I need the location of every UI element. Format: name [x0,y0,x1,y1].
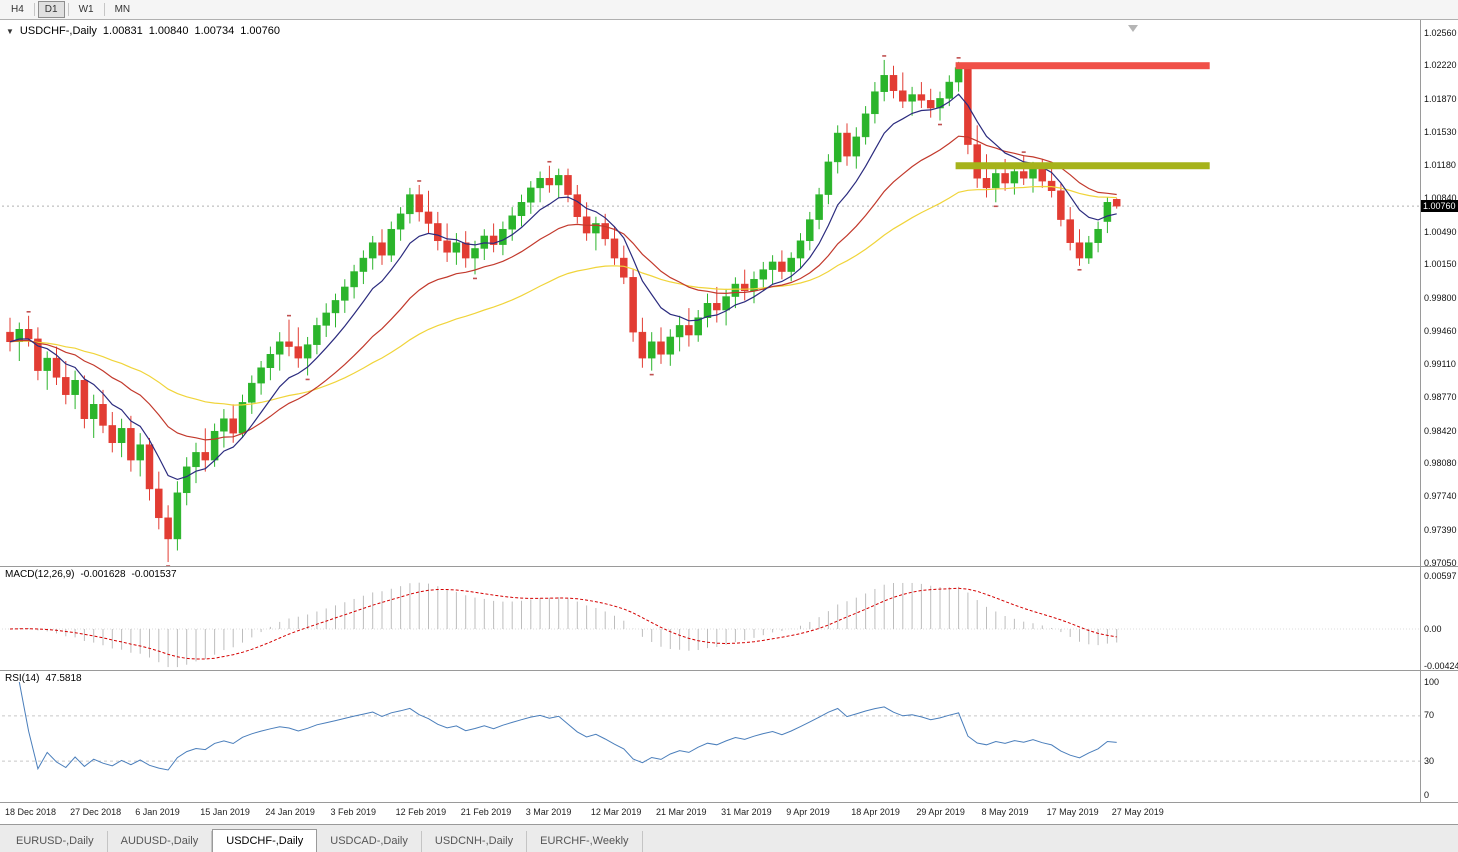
macd-value-main: -0.001628 [80,569,126,580]
date-label: 29 Apr 2019 [916,807,965,817]
date-label: 12 Mar 2019 [590,807,642,817]
date-label: 8 May 2019 [981,807,1029,817]
date-label: 18 Apr 2019 [851,807,900,817]
resistance-line[interactable] [955,62,1210,70]
rsi-scale-label: 0 [1424,789,1430,800]
scale-separator [1420,20,1421,802]
date-label: 3 Mar 2019 [525,807,572,817]
price-scale-label: 0.97050 [1424,557,1457,568]
macd-histogram [18,582,1118,668]
rsi-value: 47.5818 [45,673,82,684]
tab-usdchf[interactable]: USDCHF-,Daily [212,829,318,852]
tab-audusd[interactable]: AUDUSD-,Daily [108,831,213,852]
toolbar-separator [33,3,35,16]
tab-eurchf[interactable]: EURCHF-,Weekly [527,831,643,852]
chart-symbol-label: USDCHF-,Daily [19,25,97,37]
timeframe-toolbar: H4 D1 W1 MN [0,0,1458,20]
rsi-scale-label: 70 [1424,710,1435,721]
date-label: 21 Feb 2019 [460,807,512,817]
moving-average-20 [9,135,1117,441]
macd-header: MACD(12,26,9) -0.001628 -0.001537 [5,569,183,580]
rsi-scale-label: 100 [1424,676,1440,687]
date-label: 27 May 2019 [1111,807,1164,817]
price-scale-label: 1.01180 [1424,160,1456,171]
date-label: 9 Apr 2019 [786,807,830,817]
ohlc-close: 1.00760 [240,25,280,37]
rsi-label: RSI(14) [5,673,40,684]
moving-average-8 [9,93,1117,481]
panel-divider[interactable] [0,670,1458,671]
timeframe-button-w1[interactable]: W1 [78,4,94,15]
price-scale-label: 0.98080 [1424,458,1457,469]
price-scale-label: 1.01870 [1424,93,1457,104]
price-scale-label: 0.97740 [1424,491,1457,502]
chart-collapse-icon[interactable]: ▼ [6,27,14,36]
rsi-scale-label: 30 [1424,755,1435,766]
price-scale-label: 0.97390 [1424,524,1457,535]
ohlc-high: 1.00840 [148,25,189,37]
macd-signal-line [9,587,1117,660]
panel-divider[interactable] [0,802,1458,803]
price-scale-label: 1.00840 [1424,192,1457,203]
tab-usdcnh[interactable]: USDCNH-,Daily [422,831,528,852]
date-label: 3 Feb 2019 [330,807,377,817]
macd-scale-label: 0.00 [1424,623,1442,634]
panel-divider[interactable] [0,566,1458,567]
price-scale-label: 1.01530 [1424,126,1457,137]
price-scale-label: 0.98420 [1424,425,1457,436]
toolbar-separator [67,3,69,16]
rsi-header: RSI(14) 47.5818 [5,673,88,684]
macd-value-signal: -0.001537 [131,569,177,580]
date-label: 12 Feb 2019 [395,807,447,817]
rsi-line [18,681,1117,771]
date-label: 6 Jan 2019 [135,807,180,817]
macd-scale-label: -0.00424 [1424,661,1458,672]
macd-label: MACD(12,26,9) [5,569,75,580]
price-scale-label: 1.02560 [1424,27,1457,38]
timeframe-button-h4[interactable]: H4 [11,4,24,15]
current-price-tag: 1.00760 [1421,200,1458,213]
chart-tabbar: EURUSD-,Daily AUDUSD-,Daily USDCHF-,Daily U… [0,824,1458,852]
date-label: 31 Mar 2019 [721,807,772,817]
moving-average-45 [9,185,1117,406]
date-label: 27 Dec 2018 [70,807,122,817]
price-scale-label: 1.00150 [1424,259,1457,270]
timeframe-button-d1[interactable]: D1 [37,1,65,18]
price-scale-label: 0.99800 [1424,292,1457,303]
tab-usdcad[interactable]: USDCAD-,Daily [317,831,422,852]
chart-shift-marker-icon[interactable] [1128,25,1138,32]
ohlc-low: 1.00734 [194,25,235,37]
candlesticks [6,59,1121,563]
date-label: 17 May 2019 [1046,807,1099,817]
tab-eurusd[interactable]: EURUSD-,Daily [3,831,108,852]
date-label: 21 Mar 2019 [656,807,707,817]
ohlc-open: 1.00831 [102,25,143,37]
macd-scale-label: 0.00597 [1424,570,1457,581]
date-label: 15 Jan 2019 [200,807,250,817]
chart-header: ▼ USDCHF-,Daily 1.00831 1.00840 1.00734 1.007… [6,25,286,37]
date-label: 18 Dec 2018 [5,807,57,817]
price-scale-label: 0.99110 [1424,359,1456,370]
price-scale-label: 0.99460 [1424,325,1457,336]
price-scale-label: 1.00490 [1424,226,1457,237]
date-label: 24 Jan 2019 [265,807,315,817]
support-line[interactable] [955,162,1210,170]
price-scale-label: 0.98770 [1424,392,1457,403]
price-scale-label: 1.02220 [1424,60,1457,71]
toolbar-separator [103,3,105,16]
timeframe-button-mn[interactable]: MN [114,4,131,15]
